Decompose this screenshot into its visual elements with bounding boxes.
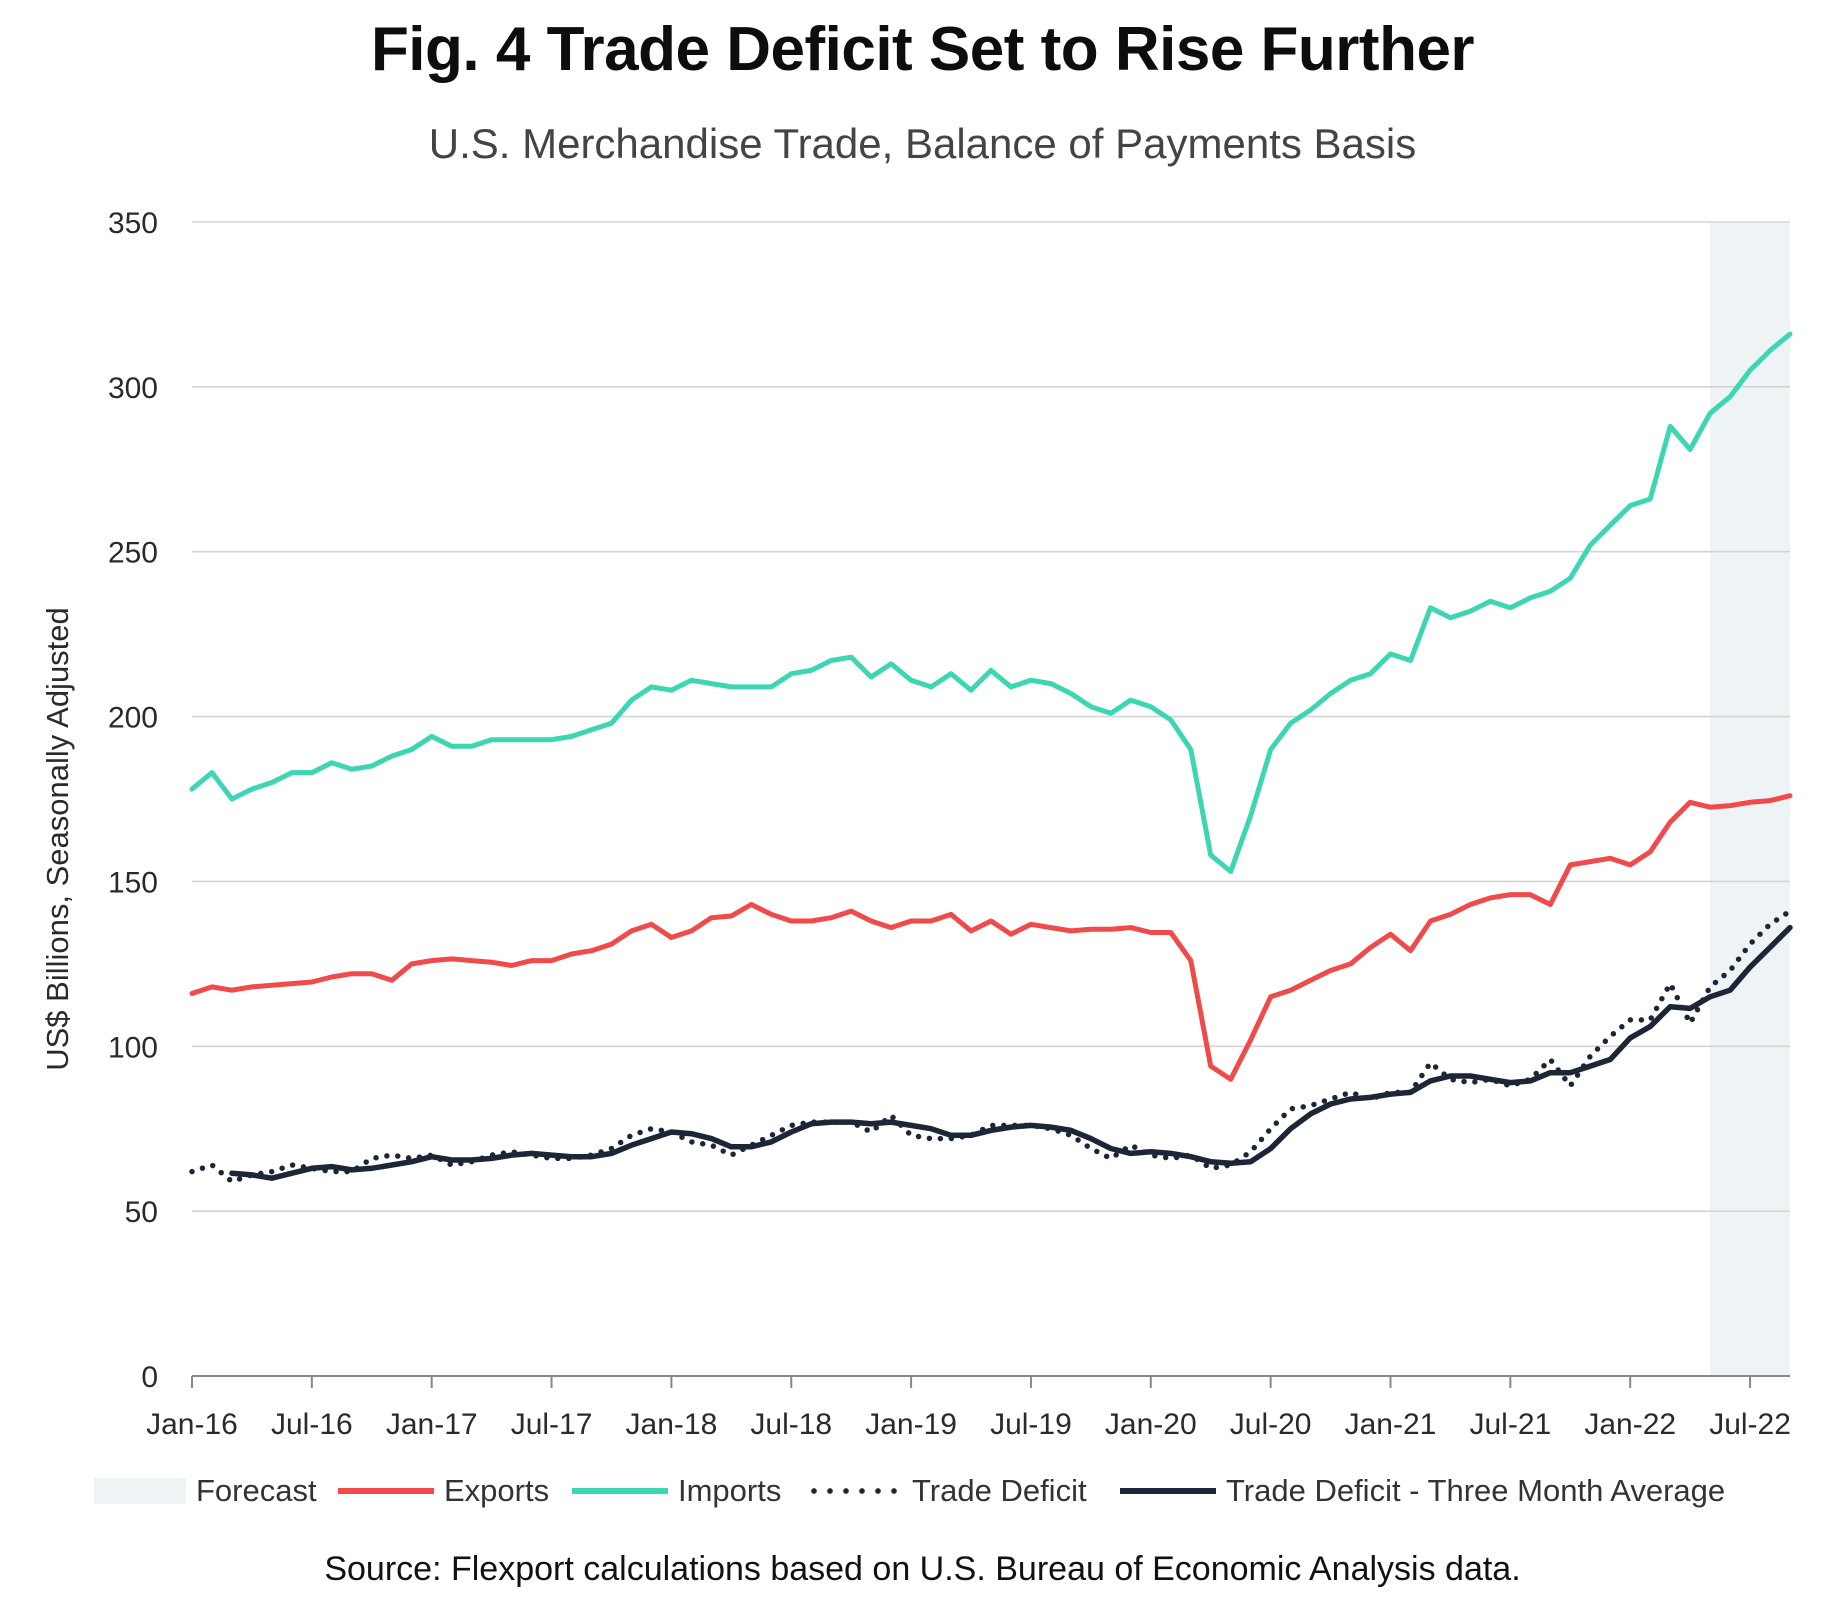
legend-swatch-exports [338, 1488, 434, 1494]
x-tick-labels: Jan-16 Jul-16 Jan-17 Jul-17 Jan-18 Jul-18 Jan-… [146, 1376, 1791, 1441]
legend-item-forecast: Forecast [94, 1468, 317, 1514]
y-tick-label: 100 [108, 1031, 158, 1064]
x-tick-label: Jan-17 [386, 1408, 478, 1441]
source-note: Source: Flexport calculations based on U… [324, 1550, 1521, 1588]
trade-deficit-line [189, 908, 1793, 1185]
y-tick-label: 300 [108, 372, 158, 405]
legend: Forecast Exports Imports Trade Deficit T… [0, 1468, 1845, 1514]
legend-item-imports: Imports [572, 1468, 781, 1514]
legend-label-exports: Exports [444, 1473, 550, 1508]
x-tick-label: Jul-17 [511, 1408, 593, 1441]
chart-subtitle: U.S. Merchandise Trade, Balance of Payme… [428, 120, 1417, 167]
x-tick-label: Jul-16 [271, 1408, 353, 1441]
legend-swatch-trade-deficit [806, 1488, 902, 1494]
x-tick-label: Jan-19 [865, 1408, 957, 1441]
x-tick-label: Jul-20 [1230, 1408, 1312, 1441]
x-tick-label: Jul-19 [990, 1408, 1072, 1441]
legend-label-three-month-average: Trade Deficit - Three Month Average [1226, 1473, 1726, 1508]
legend-label-trade-deficit: Trade Deficit [912, 1473, 1087, 1508]
y-tick-label: 250 [108, 537, 158, 570]
y-tick-label: 0 [141, 1361, 158, 1394]
legend-label-forecast: Forecast [196, 1473, 317, 1508]
x-tick-label: Jan-18 [626, 1408, 718, 1441]
exports-line [189, 793, 1793, 1082]
legend-item-trade-deficit: Trade Deficit [806, 1468, 1087, 1514]
legend-label-imports: Imports [678, 1473, 782, 1508]
y-tick-label: 50 [125, 1196, 158, 1229]
imports-line [189, 331, 1793, 874]
y-tick-label: 150 [108, 866, 158, 899]
legend-swatch-imports [572, 1488, 668, 1494]
x-tick-label: Jan-22 [1584, 1408, 1676, 1441]
x-tick-label: Jul-21 [1469, 1408, 1551, 1441]
y-tick-label: 200 [108, 702, 158, 735]
x-tick-label: Jul-18 [750, 1408, 832, 1441]
chart-plot: 0 50 100 150 200 250 300 350 Jan-16 Jul-16 Jan-17… [40, 207, 1793, 1441]
x-tick-label: Jan-21 [1345, 1408, 1437, 1441]
gridlines [192, 221, 1790, 1377]
y-axis-label: US$ Billions, Seasonally Adjusted [40, 607, 75, 1071]
x-tick-label: Jul-22 [1709, 1408, 1791, 1441]
three-month-average-line [229, 924, 1793, 1181]
y-tick-label: 350 [108, 207, 158, 240]
x-tick-label: Jan-16 [146, 1408, 238, 1441]
chart-title: Fig. 4 Trade Deficit Set to Rise Further [370, 15, 1475, 84]
legend-swatch-three-month-average [1120, 1488, 1216, 1494]
y-tick-labels: 0 50 100 150 200 250 300 350 [108, 207, 158, 1394]
legend-swatch-forecast [94, 1478, 186, 1504]
legend-item-exports: Exports [338, 1468, 549, 1514]
series-layer [189, 331, 1793, 1185]
legend-item-three-month-average: Trade Deficit - Three Month Average [1120, 1468, 1725, 1514]
x-tick-label: Jan-20 [1105, 1408, 1197, 1441]
